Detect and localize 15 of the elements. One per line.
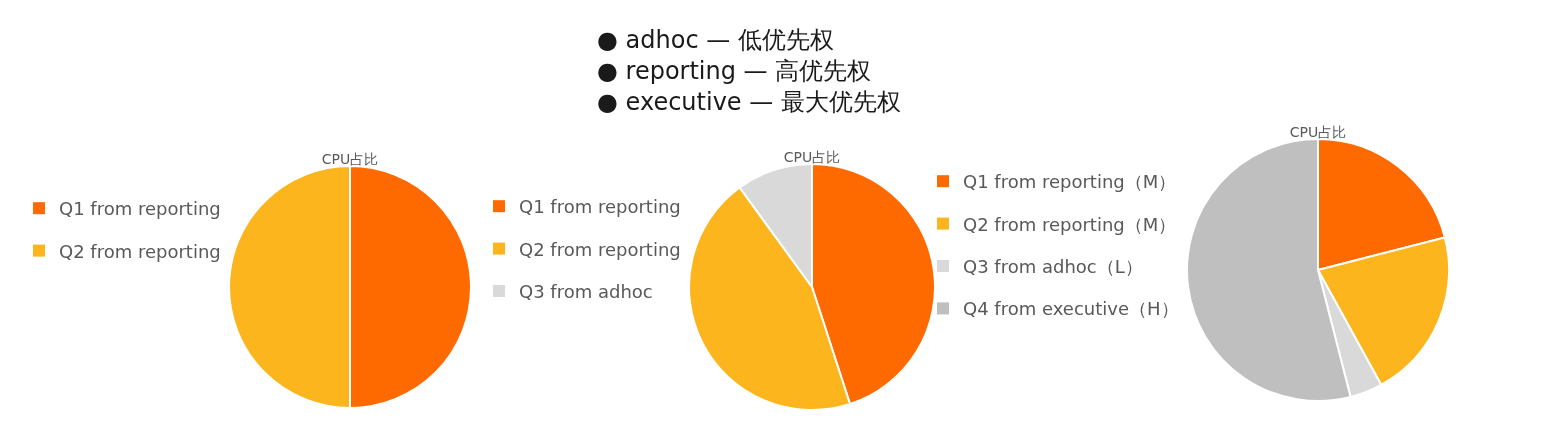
legend-label: Q1 from reporting [519,196,681,218]
legend-label: Q2 from reporting [519,238,681,260]
text: ● adhoc — 低优先权 [597,26,834,54]
chart-title: CPU占比 [783,149,841,165]
legend-label: Q2 from reporting（M） [963,213,1177,235]
legend-label: Q3 from adhoc（L） [963,256,1143,278]
legend-label: Q1 from reporting [59,198,221,220]
legend-label: Q1 from reporting（M） [963,171,1177,193]
chart-title: CPU占比 [321,151,379,167]
text: ● executive — 最大优先权 [597,88,901,116]
chart-title: CPU占比 [1289,124,1347,140]
legend-label: Q3 from adhoc [519,281,653,303]
legend-label: Q2 from reporting [59,240,221,262]
text: ● reporting — 高优先权 [597,57,872,85]
legend-label: Q4 from executive（H） [963,298,1179,320]
